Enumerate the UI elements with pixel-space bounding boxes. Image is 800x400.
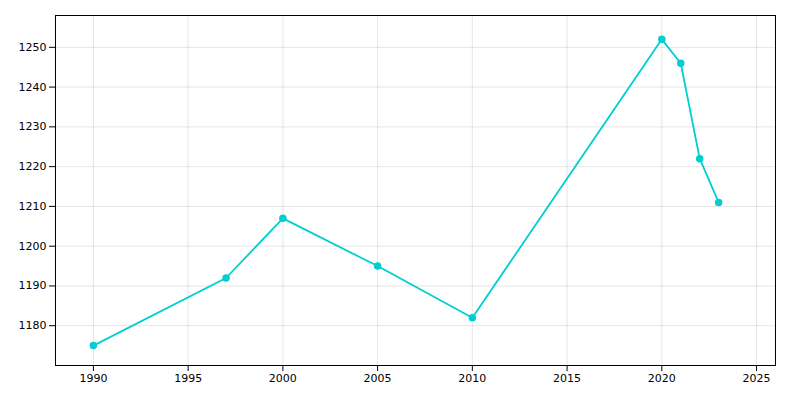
svg-text:2020: 2020 (648, 372, 676, 385)
svg-text:1240: 1240 (19, 81, 47, 94)
svg-text:2015: 2015 (553, 372, 581, 385)
svg-text:1200: 1200 (19, 240, 47, 253)
svg-text:1180: 1180 (19, 319, 47, 332)
svg-text:1220: 1220 (19, 160, 47, 173)
svg-text:1210: 1210 (19, 200, 47, 213)
svg-text:1230: 1230 (19, 120, 47, 133)
svg-text:1990: 1990 (79, 372, 107, 385)
svg-text:2005: 2005 (364, 372, 392, 385)
svg-text:2025: 2025 (743, 372, 771, 385)
svg-text:1250: 1250 (19, 41, 47, 54)
svg-text:2010: 2010 (458, 372, 486, 385)
svg-text:1190: 1190 (19, 279, 47, 292)
svg-text:2000: 2000 (269, 372, 297, 385)
svg-text:1995: 1995 (174, 372, 202, 385)
